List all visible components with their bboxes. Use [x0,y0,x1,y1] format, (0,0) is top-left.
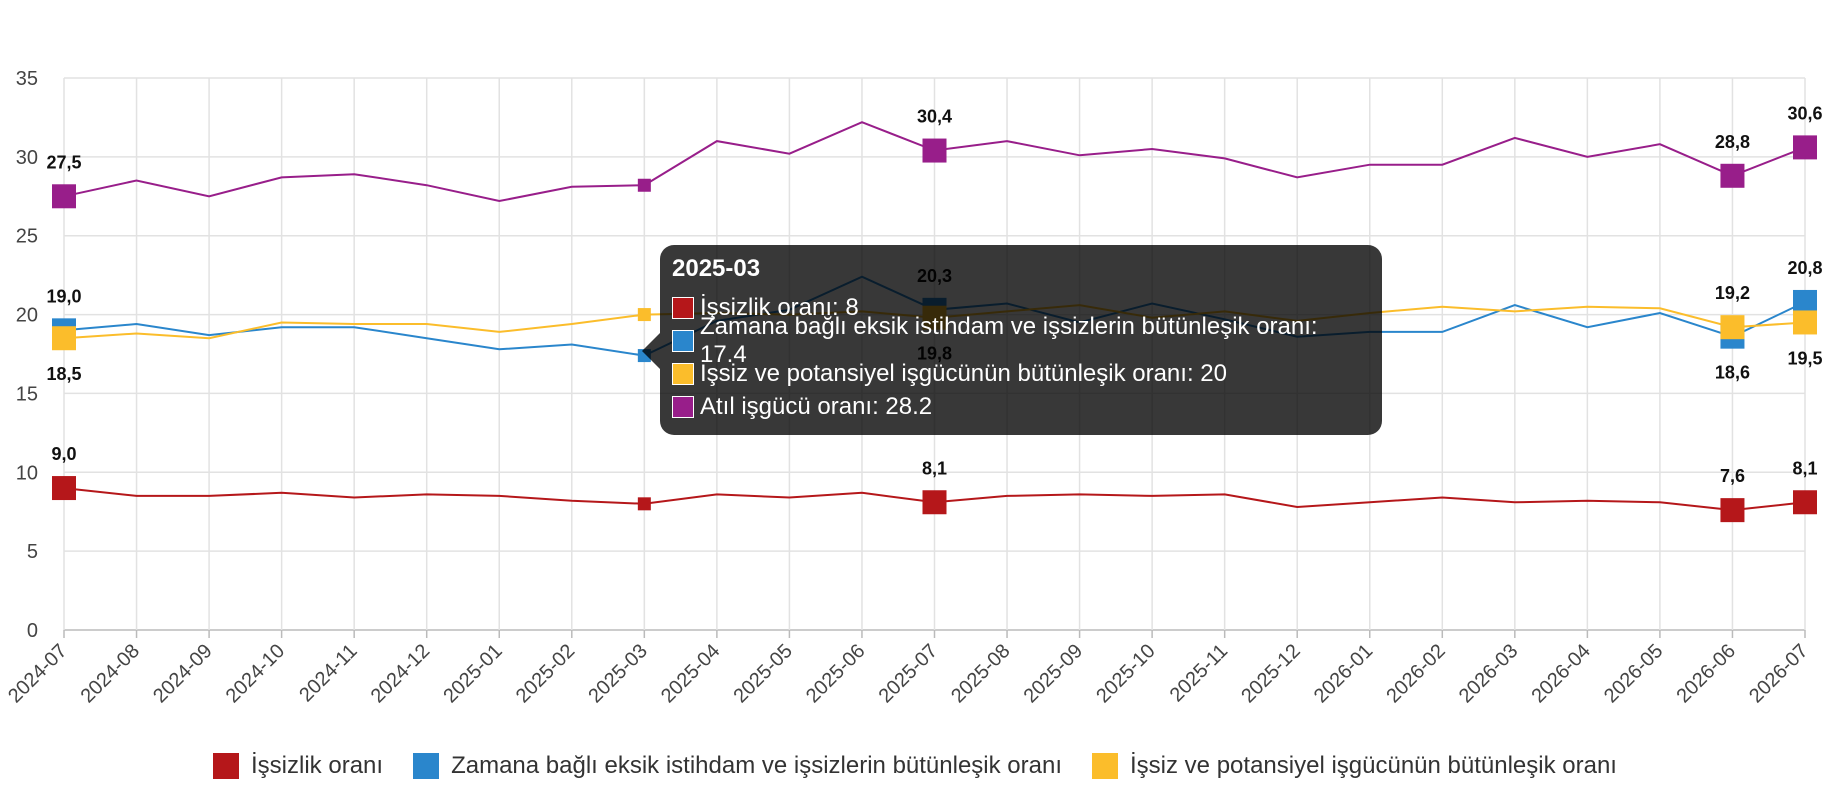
y-tick-label: 15 [16,383,38,405]
data-point [52,184,76,209]
legend-item-zamana-bagli[interactable]: Zamana bağlı eksik istihdam ve işsizleri… [413,752,1062,780]
chart-tooltip: 2025-03 İşsizlik oranı: 8 Zamana bağlı e… [642,245,1382,435]
x-tick-label: 2026-07 [1745,640,1812,707]
x-tick-label: 2026-05 [1600,640,1667,707]
x-tick-label: 2026-03 [1455,640,1522,707]
legend-item-issiz-potansiyel[interactable]: İşsiz ve potansiyel işgücünün bütünleşik… [1092,752,1617,780]
chart-legend: İşsizlik oranı Zamana bağlı eksik istihd… [0,752,1830,780]
y-tick-label: 25 [16,226,38,248]
x-tick-label: 2025-09 [1020,640,1087,707]
x-tick-label: 2024-07 [4,640,71,707]
series-points [52,135,1817,523]
x-tick-label: 2026-06 [1673,640,1740,707]
data-label: 18,6 [1715,363,1750,383]
data-label: 19,0 [46,286,81,306]
x-tick-label: 2024-11 [295,640,361,706]
y-tick-label: 35 [16,68,38,90]
tooltip-arrow [642,333,660,369]
data-labels: 9,08,17,68,119,020,318,620,818,519,819,2… [46,103,1822,486]
x-tick-label: 2025-01 [439,640,506,707]
data-point [922,138,947,163]
y-tick-label: 10 [16,462,38,484]
x-tick-label: 2025-02 [512,640,579,707]
data-label: 30,6 [1787,103,1822,123]
x-tick-label: 2025-11 [1166,640,1232,706]
tooltip-row: Atıl işgücü oranı: 28.2 [672,390,1370,423]
data-label: 9,0 [51,444,76,464]
x-tick-label: 2024-09 [149,640,216,707]
data-point [1720,315,1745,340]
y-tick-label: 20 [16,305,38,327]
data-label: 8,1 [922,458,947,478]
legend-label: İşsizlik oranı [251,752,384,779]
x-tick-label: 2024-12 [367,640,434,707]
x-tick-label: 2025-08 [947,640,1014,707]
legend-swatch [213,753,240,779]
legend-label: İşsiz ve potansiyel işgücünün bütünleşik… [1130,752,1617,779]
tooltip-row: İşsiz ve potansiyel işgücünün bütünleşik… [672,357,1370,390]
tooltip-row-text: İşsizlik oranı: 8 [700,293,859,321]
data-label: 19,5 [1787,348,1822,368]
legend-label: Zamana bağlı eksik istihdam ve işsizleri… [451,752,1063,779]
tooltip-row-text: Atıl işgücü oranı: 28.2 [700,392,933,420]
x-tick-label: 2025-10 [1092,640,1159,707]
y-tick-label: 5 [27,541,38,563]
data-point [1793,490,1817,515]
tooltip-row: İşsizlik oranı: 8 [672,291,1370,324]
tooltip-title: 2025-03 [672,255,761,282]
data-point [52,326,76,351]
data-label: 20,8 [1787,258,1822,278]
tooltip-row-text: İşsiz ve potansiyel işgücünün bütünleşik… [700,359,1227,387]
x-tick-label: 2026-04 [1527,640,1594,707]
data-point [1793,135,1817,160]
data-point [637,178,651,192]
x-tick-label: 2024-08 [77,640,144,707]
tooltip-swatch [672,362,694,385]
x-tick-label: 2026-01 [1310,640,1377,707]
legend-swatch [413,753,440,779]
data-point [637,308,651,322]
x-tick-label: 2024-10 [222,640,289,707]
data-label: 19,2 [1715,283,1750,303]
data-point [1793,289,1817,314]
tooltip-swatch [672,329,694,352]
data-point [922,490,947,515]
x-tick-label: 2025-12 [1237,640,1304,707]
data-label: 28,8 [1715,132,1750,152]
data-point [1720,163,1745,188]
data-label: 27,5 [46,152,81,172]
tooltip-row: Zamana bağlı eksik istihdam ve işsizleri… [672,313,1370,368]
legend-swatch [1092,753,1119,779]
x-tick-label: 2025-07 [875,640,942,707]
data-point [637,497,651,511]
legend-item-issizlik[interactable]: İşsizlik oranı [213,752,383,780]
x-tick-label: 2025-03 [584,640,651,707]
x-tick-label: 2025-04 [657,640,724,707]
x-tick-label: 2025-05 [729,640,796,707]
x-tick-label: 2026-02 [1382,640,1449,707]
data-point [52,476,76,501]
tooltip-row-text: Zamana bağlı eksik istihdam ve işsizleri… [699,312,1318,368]
data-label: 8,1 [1792,458,1817,478]
data-point [1793,310,1817,335]
x-tick-label: 2025-06 [802,640,869,707]
tooltip-swatch [672,395,694,418]
data-label: 18,5 [46,364,81,384]
y-tick-label: 0 [27,620,38,642]
y-tick-label: 30 [16,147,38,169]
tooltip-swatch [672,296,694,319]
data-label: 30,4 [917,107,952,127]
data-point [1720,498,1745,523]
data-label: 7,6 [1720,466,1745,486]
